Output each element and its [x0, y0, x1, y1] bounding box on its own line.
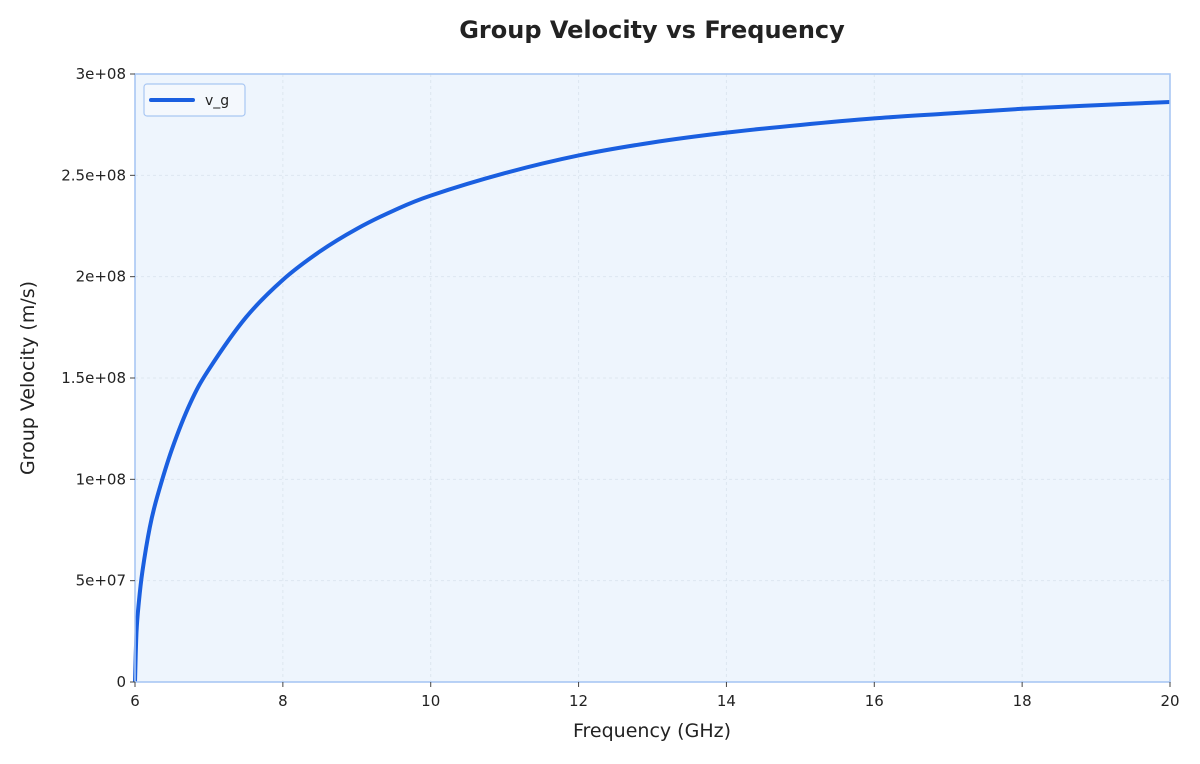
- x-tick-label: 6: [130, 692, 140, 710]
- chart-title: Group Velocity vs Frequency: [459, 16, 845, 44]
- y-axis-ticks: 0 5e+07 1e+08 1.5e+08 2e+08 2.5e+08 3e+08: [61, 65, 135, 691]
- x-tick-label: 14: [717, 692, 736, 710]
- y-tick-label: 2.5e+08: [61, 166, 126, 184]
- x-tick-label: 10: [421, 692, 440, 710]
- y-tick-label: 5e+07: [76, 572, 126, 590]
- y-tick-label: 1.5e+08: [61, 369, 126, 387]
- x-tick-label: 8: [278, 692, 288, 710]
- x-axis-ticks: 6 8 10 12 14 16 18 20: [130, 682, 1180, 710]
- y-tick-label: 2e+08: [76, 268, 126, 286]
- x-tick-label: 20: [1160, 692, 1179, 710]
- x-axis-title: Frequency (GHz): [573, 720, 731, 742]
- x-tick-label: 16: [865, 692, 884, 710]
- y-tick-label: 3e+08: [76, 65, 126, 83]
- y-tick-label: 1e+08: [76, 470, 126, 488]
- legend: v_g: [143, 83, 246, 117]
- grid: [135, 74, 1170, 682]
- x-tick-label: 12: [569, 692, 588, 710]
- series-line-v_g: [133, 99, 1171, 683]
- y-tick-label: 0: [116, 673, 126, 691]
- series-layer: [133, 99, 1171, 683]
- x-tick-label: 18: [1013, 692, 1032, 710]
- legend-label: v_g: [205, 93, 229, 109]
- y-axis-title: Group Velocity (m/s): [17, 281, 39, 475]
